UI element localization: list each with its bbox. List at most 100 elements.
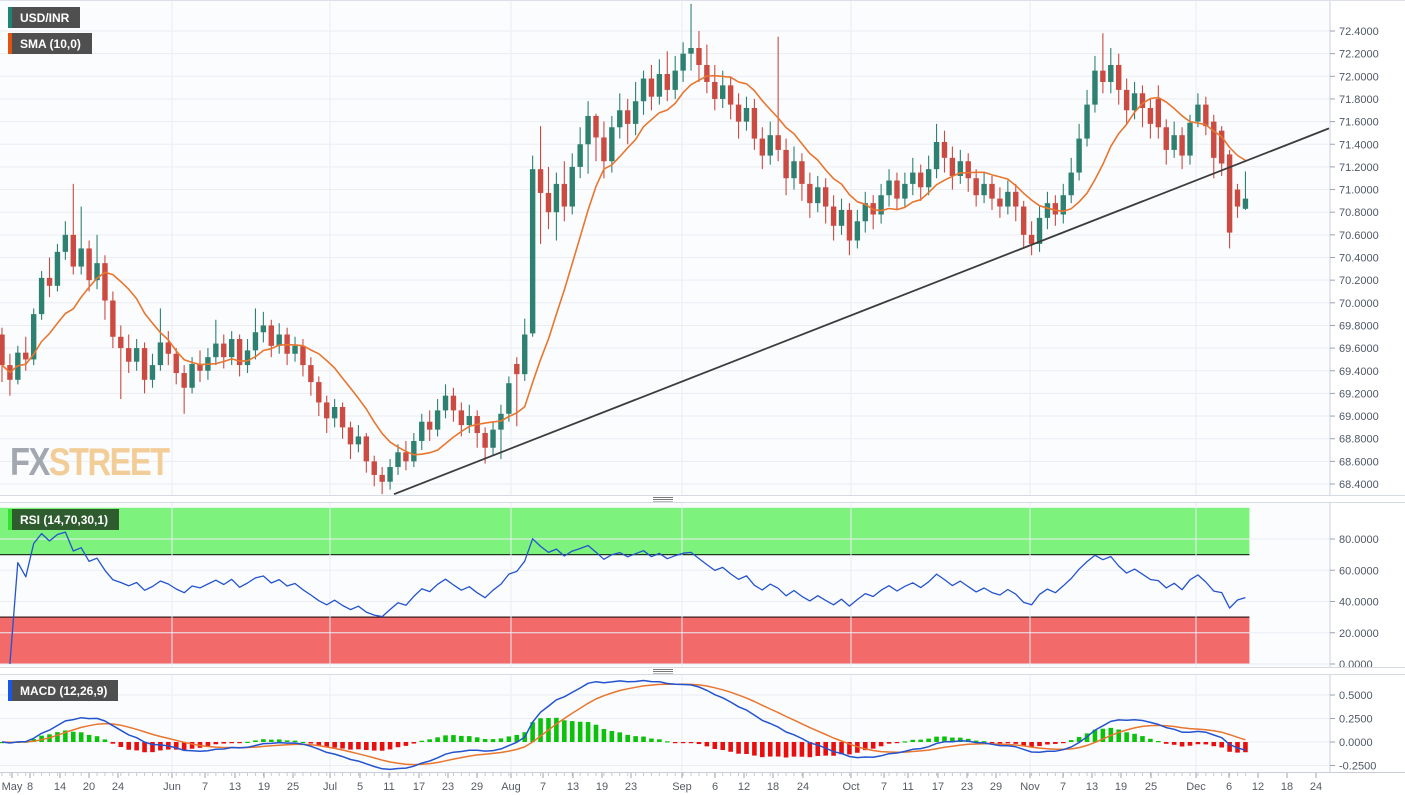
candle [640, 78, 647, 102]
candle [466, 416, 472, 426]
svg-text:70.8000: 70.8000 [1339, 207, 1379, 219]
candle [1195, 104, 1201, 122]
divider-drag-handle-icon[interactable] [653, 497, 673, 502]
price-plot-area[interactable]: 72.4000 72.2000 72.0000 71.8000 71.6000 71.40… [0, 1, 1405, 495]
candle [252, 332, 259, 351]
histogram-bar [490, 739, 496, 742]
svg-text:71.6000: 71.6000 [1339, 117, 1379, 129]
divider-drag-handle-icon[interactable] [653, 669, 673, 674]
histogram-bar [268, 739, 274, 742]
candle [886, 180, 892, 196]
svg-text:20.0000: 20.0000 [1339, 628, 1379, 640]
svg-text:7: 7 [202, 781, 208, 793]
candle [221, 343, 227, 358]
histogram-bar [348, 742, 353, 750]
histogram-bar [1092, 729, 1098, 742]
macd-indicator-chip[interactable]: MACD (12,26,9) [8, 680, 119, 701]
candle [1044, 203, 1051, 218]
svg-text:0.5000: 0.5000 [1339, 690, 1373, 702]
symbol-chip[interactable]: USD/INR [8, 7, 81, 28]
histogram-bar [807, 742, 813, 758]
histogram-bar [332, 742, 337, 748]
candle [537, 169, 544, 193]
histogram-bar [86, 734, 92, 742]
svg-text:14: 14 [54, 781, 66, 793]
histogram-bar [1124, 732, 1129, 742]
candle [617, 110, 623, 128]
rsi-indicator-chip[interactable]: RSI (14,70,30,1) [8, 509, 120, 530]
histogram-bar [292, 740, 298, 742]
histogram-bar [514, 734, 520, 742]
histogram-bar [562, 720, 567, 742]
ascending-trendline[interactable] [393, 127, 1330, 495]
panel-divider-top [0, 495, 1405, 503]
histogram-bar [617, 732, 623, 742]
candle [30, 314, 37, 360]
sma-indicator-chip[interactable]: SMA (10,0) [8, 33, 92, 54]
svg-text:7: 7 [1060, 781, 1066, 793]
histogram-bar [340, 742, 345, 749]
histogram-bar [31, 738, 36, 742]
candle [228, 339, 235, 358]
svg-text:60.0000: 60.0000 [1339, 565, 1379, 577]
candle [696, 47, 702, 65]
macd-panel: 0.5000 0.2500 0.0000 -0.2500 MACD (12,26,9) [0, 675, 1405, 772]
candle [403, 452, 409, 462]
candle [735, 104, 742, 122]
svg-text:72.4000: 72.4000 [1339, 26, 1379, 38]
histogram-bar [1132, 733, 1137, 742]
svg-text:Jul: Jul [323, 781, 337, 793]
svg-text:25: 25 [287, 781, 299, 793]
rsi-axis[interactable]: 80.0000 60.0000 40.0000 20.0000 0.0000 [1329, 503, 1379, 667]
candle [965, 161, 971, 179]
candle [648, 78, 655, 97]
candle [672, 70, 678, 90]
candle [997, 198, 1003, 207]
histogram-bar [870, 742, 876, 749]
histogram-bar [720, 742, 726, 751]
candle [110, 300, 116, 337]
histogram-bar [395, 742, 401, 748]
histogram-bar [1211, 742, 1217, 747]
candle [1155, 98, 1162, 128]
macd-plot-area[interactable]: 0.5000 0.2500 0.0000 -0.2500 [0, 675, 1405, 772]
oversold-band [0, 617, 1250, 664]
time-axis[interactable]: May 8 14 20 24 Jun 7 13 19 25 Jul 5 11 17 23 29 Aug 7 13 19… [0, 772, 1405, 795]
macd-axis[interactable]: 0.5000 0.2500 0.0000 -0.2500 [1329, 675, 1376, 772]
candle [1234, 189, 1241, 207]
histogram-bar [839, 742, 844, 755]
histogram-bar [585, 722, 591, 742]
candle [1068, 172, 1074, 196]
histogram-bar [1163, 742, 1169, 744]
candle [775, 135, 781, 150]
candle [1242, 198, 1249, 209]
candle [426, 421, 433, 430]
candle [1028, 234, 1035, 244]
histogram-bar [237, 742, 242, 744]
candle [324, 402, 330, 419]
svg-text:68.4000: 68.4000 [1339, 479, 1379, 491]
svg-text:70.4000: 70.4000 [1339, 253, 1379, 265]
histogram-bar [831, 742, 836, 756]
candle [712, 81, 718, 99]
candle [878, 195, 884, 215]
histogram-bar [411, 742, 417, 744]
histogram-bar [379, 742, 385, 751]
rsi-plot-area[interactable]: 80.0000 60.0000 40.0000 20.0000 0.0000 [0, 503, 1405, 667]
histogram-bar [300, 741, 306, 744]
candle [1084, 104, 1090, 139]
histogram-bar [276, 739, 282, 742]
rsi-panel: 80.0000 60.0000 40.0000 20.0000 0.0000 RSI (… [0, 503, 1405, 667]
candle [933, 141, 940, 170]
candle [553, 183, 560, 213]
histogram-bar [1187, 742, 1193, 746]
candle [822, 187, 829, 207]
histogram-bar [316, 742, 322, 746]
histogram-bar [641, 736, 646, 742]
rsi-line [9, 531, 1246, 665]
histogram-bar [680, 742, 686, 744]
histogram-bar [989, 742, 995, 744]
histogram-bar [752, 742, 757, 756]
price-axis[interactable]: 72.4000 72.2000 72.0000 71.8000 71.6000 71.40… [1329, 1, 1379, 495]
candle [1005, 191, 1011, 207]
